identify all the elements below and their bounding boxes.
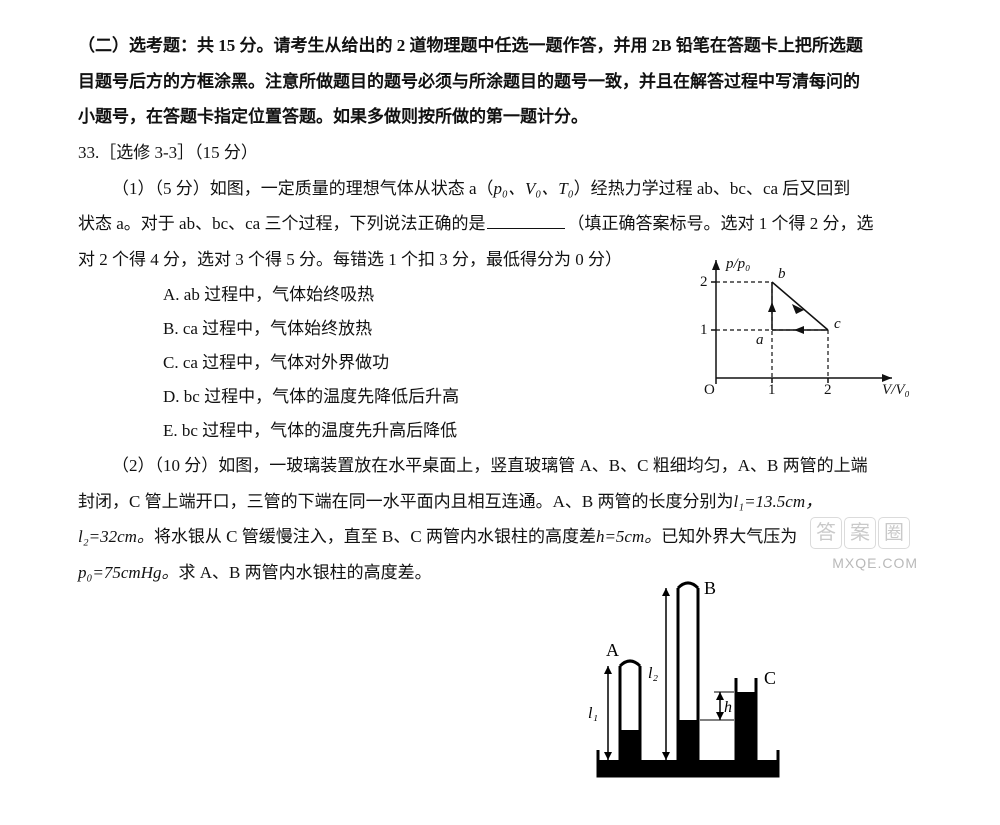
q33-part2-line3: l₂=32cm。将水银从 C 管缓慢注入，直至 B、C 两管内水银柱的高度差h=… bbox=[78, 519, 922, 555]
watermark-url: MXQE.COM bbox=[832, 549, 918, 578]
option-b: B. ca 过程中，气体始终放热 bbox=[78, 312, 658, 346]
q33-part2-l3a: 将水银从 C 管缓慢注入，直至 B、C 两管内水银柱的高度差 bbox=[154, 527, 596, 546]
h-label: h bbox=[724, 699, 732, 716]
tube-a-label: A bbox=[606, 640, 619, 660]
q33-part1-l2a: 状态 a。对于 ab、bc、ca 三个过程，下列说法正确的是 bbox=[78, 214, 485, 233]
x1-label: 1 bbox=[768, 382, 776, 398]
l1-expr: l₁=13.5cm， bbox=[733, 492, 822, 511]
y-axis-label: p/p₀ bbox=[725, 256, 750, 272]
wm-box-3: 圈 bbox=[878, 517, 910, 549]
l1-label: l₁ bbox=[588, 705, 598, 722]
q33-part1-l1a: （1）（5 分）如图，一定质量的理想气体从状态 a（ bbox=[112, 179, 494, 198]
b-label: b bbox=[778, 266, 786, 282]
section-heading-line3: 小题号，在答题卡指定位置答题。如果多做则按所做的第一题计分。 bbox=[78, 99, 922, 135]
q33-part2-l3b: 已知外界大气压为 bbox=[661, 527, 797, 546]
x2-label: 2 bbox=[824, 382, 832, 398]
watermark-boxes: 答 案 圈 bbox=[810, 517, 910, 549]
wm-box-1: 答 bbox=[810, 517, 842, 549]
x-axis-label: V/V₀ bbox=[882, 382, 910, 398]
c-label: c bbox=[834, 316, 841, 332]
q33-number: 33.［选修 3-3］（15 分） bbox=[78, 135, 922, 171]
l2-label: l₂ bbox=[648, 665, 658, 682]
q33-part1-l2b: （填正确答案标号。选对 1 个得 2 分，选 bbox=[567, 214, 873, 233]
q33-part2-l4b: 求 A、B 两管内水银柱的高度差。 bbox=[178, 563, 431, 582]
q33-part1-l1b: ）经热力学过程 ab、bc、ca 后又回到 bbox=[574, 179, 851, 198]
tube-b-label: B bbox=[704, 578, 716, 598]
q33-part1-line2: 状态 a。对于 ab、bc、ca 三个过程，下列说法正确的是 （填正确答案标号。选… bbox=[78, 206, 922, 242]
q33-part2-line2: 封闭，C 管上端开口，三管的下端在同一水平面内且相互连通。A、B 两管的长度分别… bbox=[78, 484, 922, 520]
l2-expr: l₂=32cm。 bbox=[78, 527, 154, 546]
wm-box-2: 案 bbox=[844, 517, 876, 549]
q33-part2-line1: （2）（10 分）如图，一玻璃装置放在水平桌面上，竖直玻璃管 A、B、C 粗细均… bbox=[78, 448, 922, 484]
answer-blank bbox=[487, 211, 565, 229]
option-a: A. ab 过程中，气体始终吸热 bbox=[78, 278, 658, 312]
state-vars: p₀、V₀、T₀ bbox=[494, 179, 574, 198]
section-heading-line1: （二）选考题：共 15 分。请考生从给出的 2 道物理题中任选一题作答，并用 2… bbox=[78, 28, 922, 64]
option-e: E. bc 过程中，气体的温度先升高后降低 bbox=[78, 414, 658, 448]
a-label: a bbox=[756, 332, 764, 348]
h-expr: h=5cm。 bbox=[596, 527, 661, 546]
pv-diagram: O 1 2 1 2 a b c V/V₀ p/p₀ bbox=[682, 254, 914, 400]
q33-part1-line1: （1）（5 分）如图，一定质量的理想气体从状态 a（p₀、V₀、T₀）经热力学过… bbox=[78, 171, 922, 207]
origin-label: O bbox=[704, 382, 715, 398]
y2-label: 2 bbox=[700, 274, 708, 290]
q33-part2-l2a: 封闭，C 管上端开口，三管的下端在同一水平面内且相互连通。A、B 两管的长度分别… bbox=[78, 492, 733, 511]
tube-diagram: l₁ A l₂ B C h bbox=[568, 570, 800, 788]
option-d: D. bc 过程中，气体的温度先降低后升高 bbox=[78, 380, 658, 414]
option-c: C. ca 过程中，气体对外界做功 bbox=[78, 346, 658, 380]
p0-expr: p₀=75cmHg。 bbox=[78, 563, 178, 582]
tube-c-label: C bbox=[764, 668, 776, 688]
section-heading-line2: 目题号后方的方框涂黑。注意所做题目的题号必须与所涂题目的题号一致，并且在解答过程… bbox=[78, 64, 922, 100]
y1-label: 1 bbox=[700, 322, 708, 338]
